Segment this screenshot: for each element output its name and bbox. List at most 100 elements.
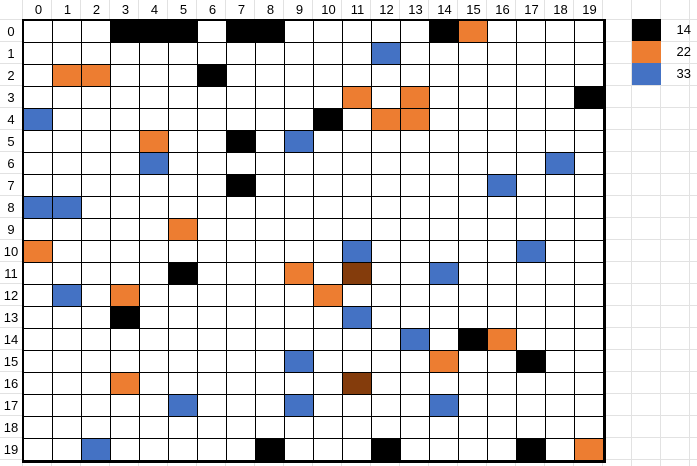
grid-cell[interactable] [546, 373, 575, 395]
grid-cell[interactable] [488, 439, 517, 461]
grid-cell[interactable] [430, 65, 459, 87]
grid-cell[interactable] [459, 263, 488, 285]
grid-cell[interactable] [488, 65, 517, 87]
grid-cell[interactable] [314, 373, 343, 395]
grid-cell[interactable] [372, 329, 401, 351]
grid-cell-black[interactable] [430, 21, 459, 43]
grid-cell[interactable] [314, 65, 343, 87]
grid-cell[interactable] [140, 417, 169, 439]
grid-cell[interactable] [140, 373, 169, 395]
grid-cell[interactable] [459, 131, 488, 153]
grid-cell-blue[interactable] [24, 109, 53, 131]
grid-cell-orange[interactable] [459, 21, 488, 43]
grid-cell[interactable] [256, 197, 285, 219]
grid-cell[interactable] [372, 417, 401, 439]
grid-cell[interactable] [488, 307, 517, 329]
grid-cell[interactable] [227, 241, 256, 263]
grid-cell[interactable] [256, 285, 285, 307]
grid-cell[interactable] [24, 329, 53, 351]
grid-cell-blue[interactable] [401, 329, 430, 351]
grid-cell[interactable] [24, 351, 53, 373]
grid-cell[interactable] [488, 87, 517, 109]
grid-cell[interactable] [111, 175, 140, 197]
grid-cell[interactable] [488, 43, 517, 65]
grid-cell-black[interactable] [227, 21, 256, 43]
grid-cell[interactable] [372, 307, 401, 329]
grid-cell-orange[interactable] [575, 439, 604, 461]
grid-cell-black[interactable] [111, 307, 140, 329]
grid-cell[interactable] [285, 285, 314, 307]
grid-cell[interactable] [401, 21, 430, 43]
grid-cell[interactable] [82, 285, 111, 307]
grid-cell[interactable] [227, 395, 256, 417]
grid-cell[interactable] [111, 219, 140, 241]
grid-cell[interactable] [575, 373, 604, 395]
grid-cell[interactable] [430, 153, 459, 175]
grid-cell[interactable] [24, 219, 53, 241]
grid-cell[interactable] [256, 373, 285, 395]
grid-cell[interactable] [430, 417, 459, 439]
grid-cell[interactable] [314, 263, 343, 285]
grid-cell[interactable] [111, 65, 140, 87]
grid-cell[interactable] [343, 21, 372, 43]
grid-cell[interactable] [401, 417, 430, 439]
grid-cell[interactable] [459, 65, 488, 87]
grid-cell[interactable] [82, 395, 111, 417]
grid-cell[interactable] [372, 395, 401, 417]
grid-cell[interactable] [517, 175, 546, 197]
grid-cell-blue[interactable] [53, 285, 82, 307]
grid-cell-black[interactable] [227, 175, 256, 197]
grid-cell[interactable] [256, 395, 285, 417]
grid-cell[interactable] [546, 21, 575, 43]
grid-cell[interactable] [140, 241, 169, 263]
grid-cell[interactable] [24, 43, 53, 65]
grid-cell[interactable] [82, 219, 111, 241]
grid-cell[interactable] [169, 329, 198, 351]
grid-cell-blue[interactable] [488, 175, 517, 197]
grid-cell[interactable] [343, 285, 372, 307]
grid-cell[interactable] [343, 329, 372, 351]
grid-cell[interactable] [140, 263, 169, 285]
grid-cell[interactable] [111, 263, 140, 285]
grid-cell[interactable] [488, 241, 517, 263]
grid-cell[interactable] [285, 417, 314, 439]
grid-cell[interactable] [24, 131, 53, 153]
grid-cell[interactable] [227, 439, 256, 461]
grid-cell[interactable] [227, 417, 256, 439]
grid-cell[interactable] [517, 417, 546, 439]
grid-cell[interactable] [314, 417, 343, 439]
grid-cell-orange[interactable] [314, 285, 343, 307]
grid-cell[interactable] [343, 197, 372, 219]
grid-cell[interactable] [517, 285, 546, 307]
grid-cell[interactable] [459, 197, 488, 219]
grid-cell-blue[interactable] [285, 131, 314, 153]
grid-cell[interactable] [227, 153, 256, 175]
grid-cell[interactable] [575, 65, 604, 87]
grid-cell[interactable] [546, 285, 575, 307]
grid-cell-orange[interactable] [53, 65, 82, 87]
grid-cell[interactable] [111, 395, 140, 417]
grid-cell[interactable] [372, 153, 401, 175]
grid-cell[interactable] [517, 21, 546, 43]
grid-cell[interactable] [169, 65, 198, 87]
grid-cell-blue[interactable] [82, 439, 111, 461]
grid-cell[interactable] [488, 131, 517, 153]
grid-cell[interactable] [24, 263, 53, 285]
grid-cell[interactable] [546, 109, 575, 131]
grid-cell[interactable] [82, 153, 111, 175]
grid-cell[interactable] [198, 439, 227, 461]
grid-cell[interactable] [285, 219, 314, 241]
grid-cell[interactable] [285, 439, 314, 461]
grid-cell[interactable] [314, 175, 343, 197]
grid-cell[interactable] [459, 395, 488, 417]
grid-cell[interactable] [459, 307, 488, 329]
grid-cell-orange[interactable] [430, 351, 459, 373]
grid-cell-black[interactable] [111, 21, 140, 43]
grid-cell[interactable] [343, 65, 372, 87]
grid-cell-orange[interactable] [111, 285, 140, 307]
grid-cell[interactable] [111, 439, 140, 461]
grid-cell[interactable] [372, 373, 401, 395]
grid-cell[interactable] [488, 373, 517, 395]
grid-cell[interactable] [401, 395, 430, 417]
grid-cell-blue[interactable] [546, 153, 575, 175]
